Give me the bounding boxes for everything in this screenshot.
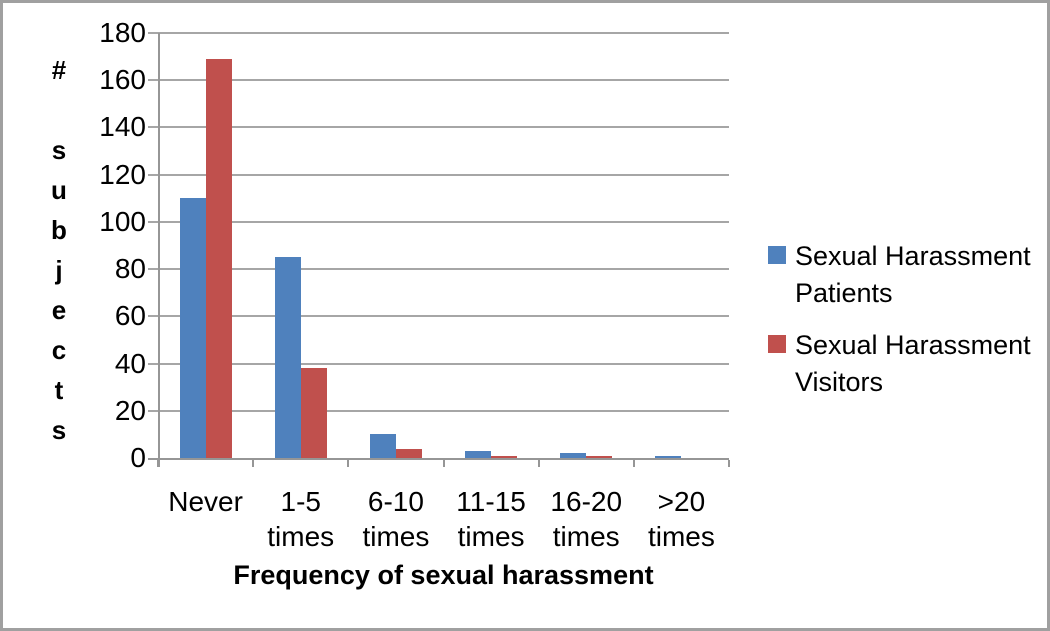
- y-axis-line: [158, 33, 160, 467]
- legend-item-visitors: Sexual Harassment Visitors: [768, 327, 1031, 401]
- legend-label-line: Visitors: [795, 367, 884, 397]
- y-tick-label: 60: [114, 300, 146, 332]
- gridline: [148, 79, 729, 82]
- x-tick-label: 11-15 times: [444, 484, 539, 554]
- plot-area: [148, 32, 730, 467]
- bar-patients-3: [369, 434, 396, 458]
- gridline: [148, 268, 729, 271]
- legend-item-patients: Sexual Harassment Patients: [768, 238, 1031, 312]
- x-tick-label-line2: times: [457, 521, 525, 552]
- y-axis-title-char: s: [51, 135, 67, 165]
- x-tick-label-line1: 1-5: [280, 486, 321, 517]
- x-axis-tick: [728, 460, 730, 467]
- y-axis-title-char: #: [51, 55, 67, 85]
- x-tick-label-line2: times: [552, 521, 620, 552]
- gridline: [148, 409, 729, 412]
- x-tick-label-line1: 16-20: [550, 486, 623, 517]
- x-axis-tick: [252, 460, 255, 467]
- x-axis-tick: [537, 460, 540, 467]
- bar-visitors-2: [300, 368, 327, 458]
- bar-visitors-3: [395, 448, 422, 458]
- x-axis-tick: [442, 460, 445, 467]
- legend: Sexual Harassment Patients Sexual Harassme…: [768, 238, 1031, 416]
- bar-patients-6: [655, 455, 682, 458]
- gridline: [148, 362, 729, 365]
- bar-visitors-4: [491, 455, 518, 458]
- y-tick-label: 100: [99, 205, 146, 237]
- x-tick-label-line1: Never: [168, 486, 243, 517]
- bar-visitors-1: [205, 58, 232, 458]
- gridline: [148, 173, 729, 176]
- y-axis-title-char: s: [51, 415, 67, 445]
- y-tick-label: 0: [130, 442, 146, 473]
- gridline: [148, 315, 729, 318]
- gridline: [148, 126, 729, 129]
- y-axis-title-char: c: [51, 335, 67, 365]
- gridline: [148, 32, 729, 34]
- y-tick-label: 120: [99, 158, 146, 190]
- y-tick-label: 140: [99, 111, 146, 143]
- x-tick-label-line1: 6-10: [367, 486, 424, 517]
- legend-label-line: Sexual Harassment: [795, 330, 1031, 360]
- x-tick-label: Never: [158, 484, 253, 519]
- legend-swatch-patients: [768, 246, 786, 264]
- x-axis-tick: [347, 460, 350, 467]
- y-axis-title-char: u: [51, 175, 67, 205]
- y-tick-label: 20: [114, 394, 146, 426]
- y-axis-title-char: t: [54, 375, 64, 405]
- x-tick-label-line2: times: [647, 521, 715, 552]
- y-axis-title-char: b: [51, 215, 67, 245]
- x-tick-label-line2: times: [362, 521, 430, 552]
- y-tick-label: 160: [99, 64, 146, 96]
- legend-swatch-visitors: [768, 335, 786, 353]
- x-axis-tick: [632, 460, 635, 467]
- legend-label-line: Sexual Harassment: [795, 241, 1031, 271]
- y-tick-label: 80: [114, 253, 146, 285]
- y-tick-label: 180: [99, 17, 146, 48]
- y-axis-title-char: e: [51, 295, 67, 325]
- bar-patients-2: [274, 257, 301, 458]
- x-tick-label-line1: 11-15: [456, 486, 526, 517]
- x-axis-tick: [157, 460, 159, 467]
- bar-patients-1: [179, 198, 206, 458]
- x-tick-label-line2: times: [267, 521, 335, 552]
- x-tick-label: 1-5 times: [253, 484, 348, 554]
- bar-patients-5: [560, 453, 587, 458]
- legend-label-line: Patients: [795, 278, 893, 308]
- legend-label: Sexual Harassment Patients: [795, 238, 1031, 312]
- x-axis-line: [148, 458, 729, 460]
- gridline: [148, 220, 729, 223]
- x-tick-label: 6-10 times: [348, 484, 443, 554]
- y-axis-title-char: j: [55, 255, 63, 285]
- bar-visitors-5: [586, 455, 613, 458]
- legend-label: Sexual Harassment Visitors: [795, 327, 1031, 401]
- x-tick-label-line1: >20: [657, 486, 706, 517]
- x-tick-label: >20 times: [634, 484, 729, 554]
- bar-patients-4: [465, 450, 492, 458]
- x-tick-label: 16-20 times: [539, 484, 634, 554]
- x-axis-title: Frequency of sexual harassment: [233, 560, 654, 590]
- y-tick-label: 40: [114, 347, 146, 379]
